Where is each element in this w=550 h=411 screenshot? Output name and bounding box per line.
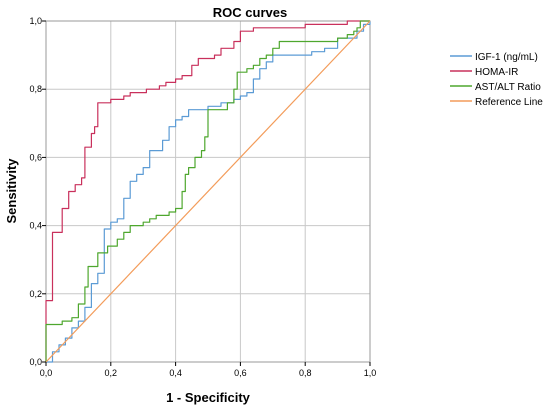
chart-title: ROC curves <box>213 5 287 20</box>
tick-labels: 0,0 0,2 0,4 0,6 0,8 1,0 0,0 0,2 0,4 0,6 0,8 1,0 <box>29 16 376 378</box>
series-line-reference-line <box>45 20 371 363</box>
series-line-homa-ir <box>45 20 370 362</box>
y-axis-label: Sensitivity <box>4 158 19 224</box>
y-tick-label: 0,4 <box>29 221 42 231</box>
legend-label-homa-ir: HOMA-IR <box>475 67 518 78</box>
legend-label-igf-1-ng-ml: IGF-1 (ng/mL) <box>475 52 538 63</box>
y-tick-label: 0,0 <box>29 357 42 367</box>
legend-label-ast-alt-ratio: AST/ALT Ratio <box>475 82 541 93</box>
x-tick-label: 0,2 <box>105 368 118 378</box>
series-layer <box>45 20 371 363</box>
x-tick-label: 0,4 <box>169 368 182 378</box>
x-axis-label: 1 - Specificity <box>166 390 251 405</box>
x-tick-label: 0,6 <box>234 368 247 378</box>
y-tick-label: 0,8 <box>29 84 42 94</box>
x-tick-label: 1,0 <box>364 368 377 378</box>
series-line-ast-alt-ratio <box>45 20 370 362</box>
x-tick-label: 0,0 <box>40 368 53 378</box>
y-tick-label: 0,2 <box>29 289 42 299</box>
y-tick-label: 0,6 <box>29 152 42 162</box>
legend-label-reference-line: Reference Line <box>475 97 543 108</box>
y-tick-label: 1,0 <box>29 16 42 26</box>
x-tick-label: 0,8 <box>299 368 312 378</box>
plot-frame <box>45 20 371 363</box>
legend: IGF-1 (ng/mL) HOMA-IR AST/ALT Ratio Referen… <box>450 52 543 108</box>
